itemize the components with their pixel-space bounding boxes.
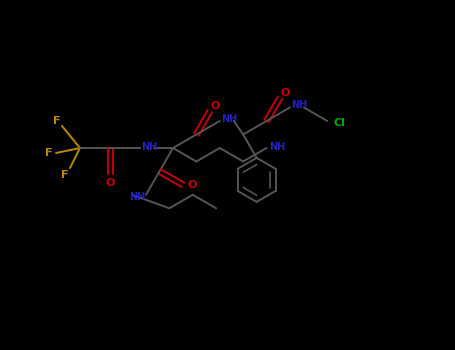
- Text: O: O: [187, 180, 197, 190]
- Text: O: O: [210, 101, 220, 111]
- Text: NH: NH: [221, 114, 237, 124]
- Text: NH: NH: [129, 192, 145, 202]
- Text: O: O: [105, 178, 115, 189]
- Text: Cl: Cl: [334, 118, 345, 128]
- Text: F: F: [61, 170, 69, 180]
- Text: F: F: [45, 148, 53, 158]
- Text: F: F: [53, 116, 61, 126]
- Text: NH: NH: [291, 100, 307, 111]
- Text: NH: NH: [141, 142, 157, 152]
- Text: NH: NH: [269, 142, 286, 152]
- Text: O: O: [280, 88, 290, 98]
